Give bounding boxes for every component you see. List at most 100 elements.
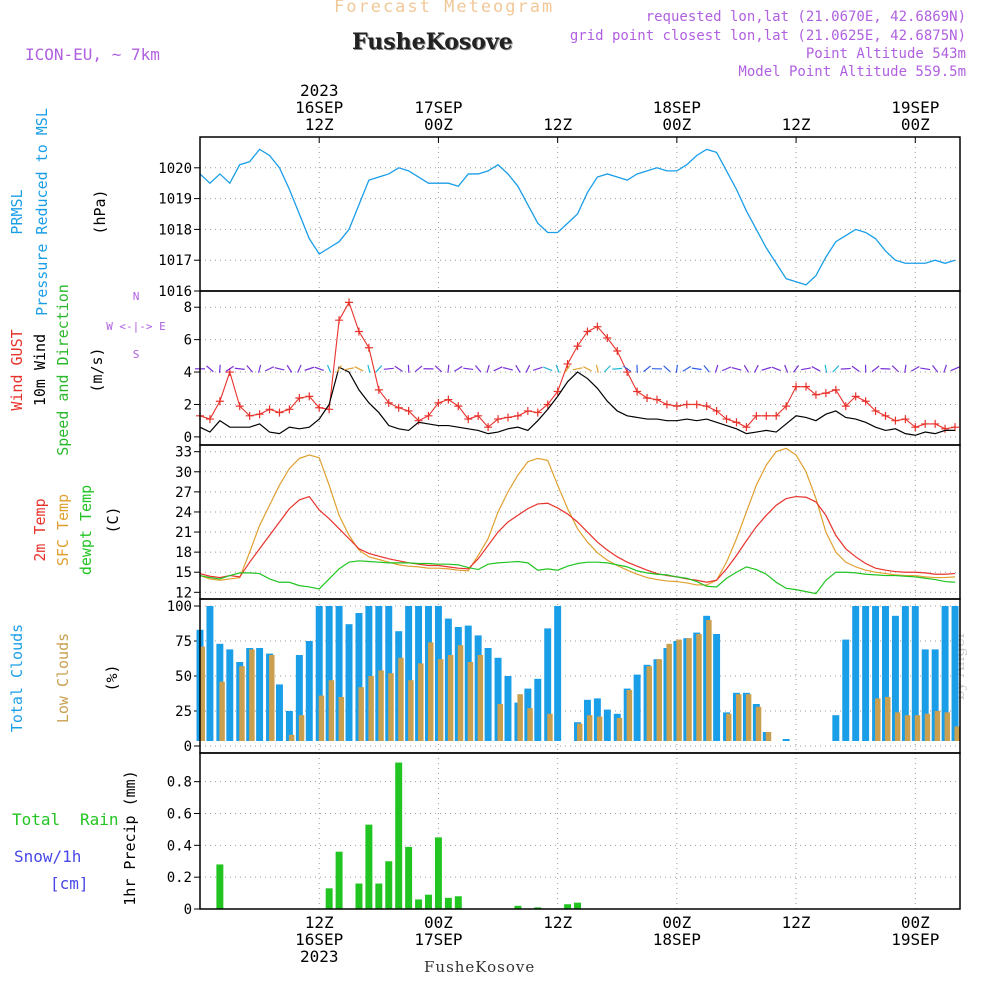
gust-marker [941, 424, 950, 433]
wind-direction-arrow [891, 365, 900, 373]
gust-marker [444, 395, 453, 404]
precip-bar [335, 851, 343, 909]
y-tick-label: 0.8 [167, 775, 192, 791]
time-label-top: 12Z [543, 115, 572, 134]
time-label-top: 12Z [782, 115, 811, 134]
wind-direction-arrow [474, 365, 482, 373]
gust-marker [811, 390, 820, 399]
closest-lonlat: grid point closest lon,lat (21.0625E, 42… [569, 28, 966, 44]
gust-marker [772, 411, 781, 420]
wind-direction-arrow [326, 364, 332, 373]
gust-marker [235, 402, 244, 411]
station-name: FusheKosove [352, 29, 513, 55]
gust-marker [593, 322, 602, 331]
wind-direction-arrow [297, 364, 302, 373]
wind-direction-arrow [871, 365, 880, 373]
gust-marker [265, 405, 274, 414]
y-tick-label: 1018 [158, 222, 192, 238]
total-cloud-bar [365, 606, 373, 741]
wind-direction-arrow [824, 364, 828, 373]
y-tick-label: 18 [175, 545, 192, 561]
gust-marker [891, 416, 900, 425]
total-cloud-bar [305, 641, 313, 741]
gust-marker [454, 402, 463, 411]
total-cloud-bar [405, 606, 413, 741]
gust-marker [911, 423, 920, 432]
total-cloud-bar [504, 676, 512, 741]
wind-direction-arrow [595, 364, 599, 373]
model-label: ICON-EU, ~ 7km [25, 45, 160, 64]
wind-direction-arrow [246, 365, 253, 373]
gust-marker [633, 387, 642, 396]
wind-direction-arrow [354, 366, 364, 372]
total-cloud-bar [931, 649, 939, 741]
pressure-label-long: Pressure Reduced to MSL [33, 108, 51, 316]
temperature-panel: 12 15 18 21 24 27 30 33 [175, 445, 960, 601]
y-tick-label: 27 [175, 485, 192, 501]
gust-marker [682, 400, 691, 409]
gust-marker [583, 327, 592, 336]
wind-direction-arrow [463, 367, 474, 371]
y-tick-label: 21 [175, 525, 192, 541]
wind-direction-arrow [274, 367, 285, 371]
wind-direction-arrow [375, 365, 383, 373]
footer-station: FusheKosove [424, 958, 536, 976]
wind-direction-arrow [264, 366, 275, 372]
y-tick-label: 33 [175, 445, 192, 461]
wind-direction-arrow [612, 367, 623, 370]
total-cloud-bar [713, 634, 721, 741]
wind-direction-arrow [851, 365, 860, 372]
precip-bar [325, 888, 333, 909]
pressure-panel: 1016 1017 1018 1019 1020 [158, 137, 960, 300]
gust-marker [404, 406, 413, 415]
precip-frame [199, 752, 961, 910]
wind-direction-arrow [486, 364, 490, 373]
header-title: Forecast Meteogram [334, 0, 555, 17]
total-cloud-bar [256, 648, 264, 741]
wind-direction-arrow [603, 365, 611, 373]
precip-bar [534, 907, 542, 909]
wind-line [199, 366, 956, 436]
y-tick-label: 0.6 [167, 806, 192, 822]
low-cloud-bar [199, 646, 205, 741]
gust-marker [861, 397, 870, 406]
time-label-top: 00Z [662, 115, 691, 134]
low-cloud-bar [527, 708, 533, 741]
wind-direction-arrow [344, 367, 354, 371]
wind-direction-arrow [555, 364, 560, 373]
total-cloud-bar [633, 674, 641, 741]
wind-direction-arrow [394, 365, 403, 372]
gust-marker [215, 397, 224, 406]
gust-marker [752, 411, 761, 420]
wind-direction-arrow [753, 364, 759, 373]
dewpt-line [199, 560, 956, 595]
wind-direction-arrow [454, 365, 463, 372]
low-cloud-bar [428, 642, 434, 741]
low-cloud-bar [577, 723, 583, 741]
total-cloud-bar [544, 628, 552, 741]
temp-unit: (C) [104, 506, 122, 533]
low-cloud-bar [328, 680, 335, 741]
precip-bar [425, 894, 432, 909]
total-cloud-bar [554, 606, 562, 741]
gust-marker [345, 298, 354, 307]
low-cloud-bar [656, 659, 662, 741]
wind-panel: 0 2 4 6 8 [184, 291, 960, 446]
low-cloud-bar [388, 673, 394, 741]
wind-direction-arrow [383, 367, 394, 370]
pressure-unit: (hPa) [91, 189, 109, 234]
sfc-temp-label: SFC Temp [54, 494, 72, 566]
point-altitude: Point Altitude 543m [805, 46, 966, 62]
y-tick-label: 4 [184, 365, 192, 381]
wind-direction-arrow [286, 364, 293, 373]
gust-marker [563, 359, 572, 368]
wind-direction-arrow [582, 366, 592, 372]
t2m-label: 2m Temp [31, 498, 49, 561]
total-cloud-bar [355, 613, 363, 741]
wind-direction-arrow [564, 364, 571, 373]
low-cloud-bar [467, 662, 474, 741]
gust-marker [315, 403, 324, 412]
precip-panel: 0 0.2 0.4 0.6 0.8 [167, 753, 960, 918]
time-label-top: 17SEP [414, 98, 462, 117]
wind-direction-arrow [414, 365, 423, 373]
